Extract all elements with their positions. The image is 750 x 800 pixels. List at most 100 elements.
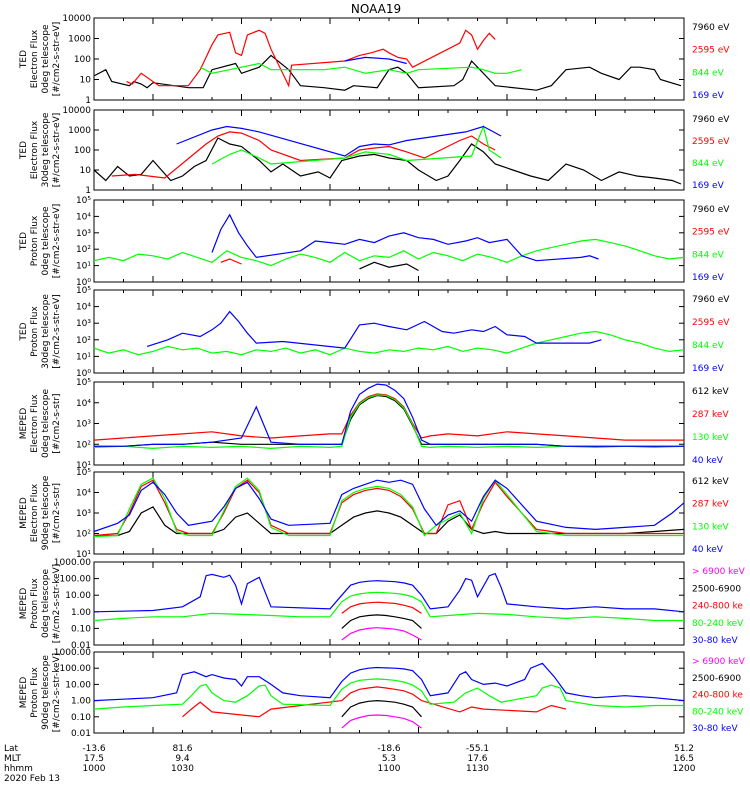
panel-5: 10¹ 10² 10³ 10⁴ 10⁵ MEPED Electron Flux 0deg te… bbox=[19, 378, 729, 471]
y-tick-label: 10⁴ bbox=[76, 212, 91, 222]
legend-entry: 7960 eV bbox=[692, 295, 730, 305]
legend-entry: > 6900 keV bbox=[692, 567, 746, 577]
series-7960-ev bbox=[359, 261, 419, 272]
legend-entry: 169 eV bbox=[692, 91, 725, 101]
y-tick-label: 1000.00 bbox=[54, 558, 91, 568]
panel-6: 10¹ 10² 10³ 10⁴ 10⁵ MEPED Electron Flux 90deg t… bbox=[19, 468, 729, 560]
series-240-800-ke bbox=[182, 686, 567, 718]
legend-entry: 240-800 ke bbox=[692, 602, 743, 612]
footer-row-label: MLT bbox=[4, 754, 22, 764]
footer-lat-value: -13.6 bbox=[82, 744, 106, 754]
footer-lat-value: -18.6 bbox=[377, 744, 401, 754]
y-axis-label: 90deg telescope bbox=[41, 655, 51, 730]
y-axis-label: Proton Flux bbox=[30, 578, 40, 629]
y-tick-label: 10¹ bbox=[76, 550, 91, 560]
legend-entry: 844 eV bbox=[692, 159, 725, 169]
y-tick-label: 10² bbox=[76, 440, 91, 450]
legend-entry: 7960 eV bbox=[692, 205, 730, 215]
y-tick-label: 10⁵ bbox=[76, 378, 91, 388]
series-40-kev bbox=[93, 479, 685, 533]
footer-hhmm-value: 1100 bbox=[378, 764, 401, 774]
y-axis-label: MEPED bbox=[19, 677, 29, 709]
legend-entry: 844 eV bbox=[692, 68, 725, 78]
y-axis-label: [#/cm2-s-str] bbox=[52, 483, 62, 543]
legend-entry: 169 eV bbox=[692, 181, 725, 191]
y-tick-label: 10² bbox=[76, 336, 91, 346]
y-axis-label: Proton Flux bbox=[30, 667, 40, 718]
legend-entry: > 6900 keV bbox=[692, 657, 746, 667]
y-tick-label: 0.10 bbox=[71, 624, 91, 634]
y-tick-label: 10⁵ bbox=[76, 286, 91, 296]
y-axis-label: 0deg telescope bbox=[41, 389, 51, 459]
panel-1: 1 10 100 1000 10000 TED Electron Flux 0deg tele… bbox=[19, 14, 730, 106]
footer-hhmm-value: 1200 bbox=[673, 764, 696, 774]
legend-entry: 2595 eV bbox=[692, 318, 730, 328]
y-axis-label: TED bbox=[19, 50, 29, 69]
y-tick-label: 10¹ bbox=[76, 352, 91, 362]
series-30-80-kev bbox=[93, 662, 685, 702]
y-tick-label: 10² bbox=[76, 530, 91, 540]
series-130-kev bbox=[93, 394, 685, 450]
y-tick-label: 10000 bbox=[62, 106, 91, 116]
y-tick-label: 1.00 bbox=[71, 608, 91, 618]
y-axis-label: [#/cm2-s-str-eV] bbox=[52, 22, 62, 97]
y-axis-label: [#/cm2-s-str] bbox=[52, 393, 62, 453]
legend-entry: 130 keV bbox=[692, 522, 729, 532]
y-tick-label: 10⁰ bbox=[76, 369, 91, 379]
y-axis-label: MEPED bbox=[19, 497, 29, 529]
panel-frame bbox=[93, 651, 685, 734]
series-169-ev bbox=[146, 310, 602, 349]
series-6900-kev bbox=[341, 627, 422, 641]
series-287-kev bbox=[93, 479, 684, 537]
series-240-800-ke bbox=[341, 601, 422, 614]
footer-hhmm-value: 1030 bbox=[171, 764, 194, 774]
footer-mlt-value: 5.3 bbox=[382, 754, 396, 764]
series-6900-kev bbox=[341, 714, 422, 729]
legend-entry: 2500-6900 bbox=[692, 674, 741, 684]
series-40-kev bbox=[94, 383, 684, 447]
footer-hhmm-value: 1000 bbox=[83, 764, 106, 774]
series-612-kev bbox=[94, 394, 684, 447]
series-844-ev bbox=[93, 238, 685, 267]
footer-hhmm-value: 1130 bbox=[466, 764, 489, 774]
legend-entry: 2595 eV bbox=[692, 46, 730, 56]
y-tick-label: 10.00 bbox=[65, 680, 91, 690]
panel-2: 1 10 100 1000 10000 TED Electron Flux 30deg tel… bbox=[19, 106, 730, 196]
y-tick-label: 10⁴ bbox=[76, 399, 91, 409]
y-tick-label: 1 bbox=[85, 186, 91, 196]
series-2500-6900 bbox=[341, 614, 422, 629]
series-169-ev bbox=[344, 56, 407, 65]
series-7960-ev bbox=[93, 54, 682, 91]
y-axis-label: TED bbox=[19, 322, 29, 341]
series-30-80-kev bbox=[93, 572, 685, 613]
series-844-ev bbox=[199, 62, 522, 74]
footer-row-label: 2020 Feb 13 bbox=[4, 774, 60, 784]
y-tick-label: 1 bbox=[85, 96, 91, 106]
y-axis-label: [#/cm2-s-str-eV] bbox=[52, 113, 62, 188]
y-axis-label: Electron Flux bbox=[30, 483, 40, 542]
y-tick-label: 10³ bbox=[76, 229, 91, 239]
y-tick-label: 100 bbox=[74, 55, 91, 65]
y-axis-label: MEPED bbox=[19, 588, 29, 620]
legend-entry: 169 eV bbox=[692, 273, 725, 283]
footer-mlt-value: 17.6 bbox=[467, 754, 487, 764]
y-axis-label: [#/cm2-s-str-eV] bbox=[52, 294, 62, 369]
legend-entry: 2595 eV bbox=[692, 137, 730, 147]
y-axis-label: Electron Flux bbox=[30, 120, 40, 179]
footer-mlt-value: 9.4 bbox=[175, 754, 190, 764]
footer-lat-value: 81.6 bbox=[172, 744, 192, 754]
y-axis-label: 0deg telescope bbox=[41, 206, 51, 276]
legend-entry: 287 keV bbox=[692, 410, 729, 420]
legend-entry: 844 eV bbox=[692, 250, 725, 260]
legend-entry: 30-80 keV bbox=[692, 724, 738, 734]
y-tick-label: 1000.00 bbox=[54, 648, 91, 658]
y-tick-label: 10¹ bbox=[76, 262, 91, 272]
series-80-240-kev bbox=[93, 678, 684, 710]
y-axis-label: 0deg telescope bbox=[41, 569, 51, 639]
legend-entry: 80-240 keV bbox=[692, 619, 744, 629]
legend-entry: 612 keV bbox=[692, 477, 729, 487]
y-axis-label: Electron Flux bbox=[30, 394, 40, 453]
